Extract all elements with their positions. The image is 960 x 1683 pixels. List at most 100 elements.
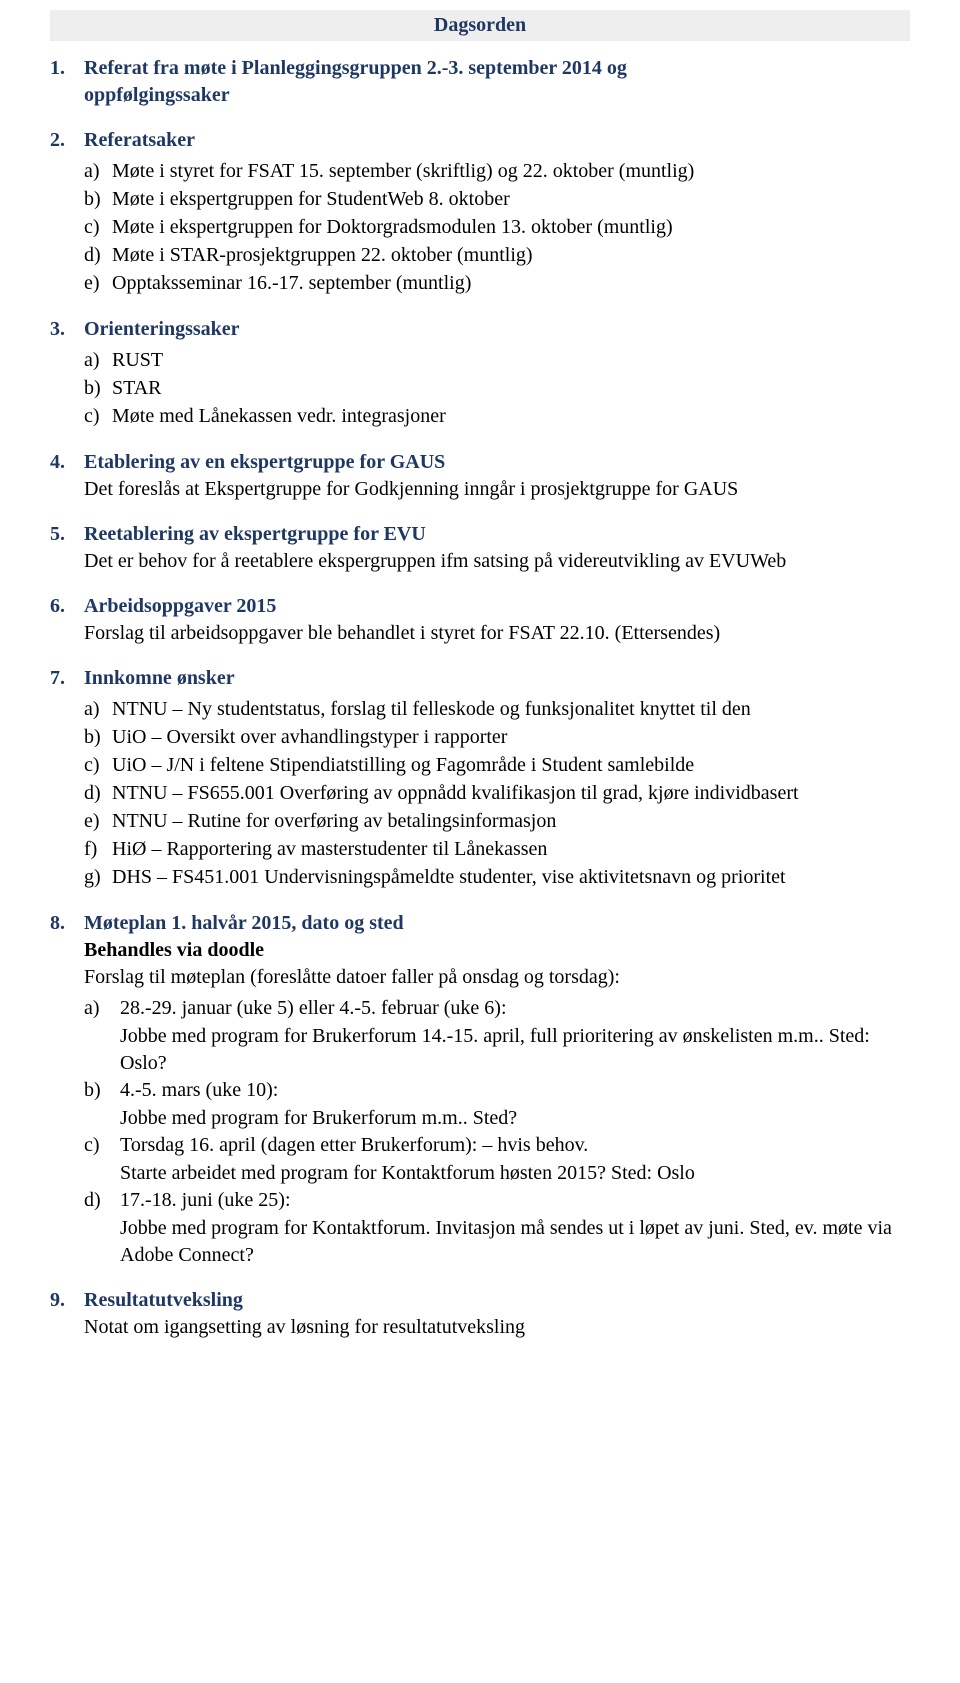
item-label: c): [84, 214, 112, 241]
section-2: 2. Referatsaker a)Møte i styret for FSAT…: [50, 127, 910, 298]
page-title: Dagsorden: [50, 10, 910, 41]
item-first-line: 17.-18. juni (uke 25):: [120, 1187, 910, 1214]
section-number: 4.: [50, 449, 84, 503]
item-first-line: 4.-5. mars (uke 10):: [120, 1077, 910, 1104]
item-text: NTNU – FS655.001 Overføring av oppnådd k…: [112, 780, 910, 807]
document-page: Dagsorden 1. Referat fra møte i Planlegg…: [0, 0, 960, 1381]
list-item: a)28.-29. januar (uke 5) eller 4.-5. feb…: [84, 995, 910, 1077]
section-number: 9.: [50, 1287, 84, 1341]
section-heading-line: Arbeidsoppgaver 2015: [84, 593, 910, 620]
section-subheading: Behandles via doodle: [84, 937, 910, 964]
item-text: NTNU – Rutine for overføring av betaling…: [112, 808, 910, 835]
item-text: Møte i ekspertgruppen for StudentWeb 8. …: [112, 186, 910, 213]
section-text: Notat om igangsetting av løsning for res…: [84, 1314, 910, 1341]
section-body: Etablering av en ekspertgruppe for GAUS …: [84, 449, 910, 503]
sub-list: a)28.-29. januar (uke 5) eller 4.-5. feb…: [84, 995, 910, 1269]
sub-list: a)NTNU – Ny studentstatus, forslag til f…: [84, 696, 910, 891]
section-9: 9. Resultatutveksling Notat om igangsett…: [50, 1287, 910, 1341]
list-item: c)Torsdag 16. april (dagen etter Brukerf…: [84, 1132, 910, 1187]
item-label: a): [84, 158, 112, 185]
section-body: Resultatutveksling Notat om igangsetting…: [84, 1287, 910, 1341]
section-heading: Innkomne ønsker: [84, 665, 910, 692]
item-text: Møte i styret for FSAT 15. september (sk…: [112, 158, 910, 185]
section-5: 5. Reetablering av ekspertgruppe for EVU…: [50, 521, 910, 575]
section-number: 1.: [50, 55, 84, 109]
item-label: d): [84, 242, 112, 269]
section-text: Forslag til arbeidsoppgaver ble behandle…: [84, 620, 910, 647]
item-text: RUST: [112, 347, 910, 374]
item-continuation: Jobbe med program for Brukerforum m.m.. …: [84, 1105, 910, 1132]
item-label: b): [84, 375, 112, 402]
item-label: b): [84, 186, 112, 213]
section-heading: Referatsaker: [84, 127, 910, 154]
section-body: Orienteringssaker a)RUST b)STAR c)Møte m…: [84, 316, 910, 431]
section-number: 2.: [50, 127, 84, 298]
item-label: b): [84, 1077, 120, 1104]
section-4: 4. Etablering av en ekspertgruppe for GA…: [50, 449, 910, 503]
item-label: e): [84, 270, 112, 297]
list-item: b)UiO – Oversikt over avhandlingstyper i…: [84, 724, 910, 751]
item-continuation: Starte arbeidet med program for Kontaktf…: [84, 1160, 910, 1187]
section-body: Innkomne ønsker a)NTNU – Ny studentstatu…: [84, 665, 910, 892]
item-continuation: Jobbe med program for Brukerforum 14.-15…: [84, 1023, 910, 1077]
item-first-line: Torsdag 16. april (dagen etter Brukerfor…: [120, 1132, 910, 1159]
list-item: c)Møte med Lånekassen vedr. integrasjone…: [84, 403, 910, 430]
list-item: b)4.-5. mars (uke 10): Jobbe med program…: [84, 1077, 910, 1132]
list-item: a)NTNU – Ny studentstatus, forslag til f…: [84, 696, 910, 723]
list-item: b)STAR: [84, 375, 910, 402]
section-heading: Møteplan 1. halvår 2015, dato og sted: [84, 910, 910, 937]
section-number: 5.: [50, 521, 84, 575]
section-1: 1. Referat fra møte i Planleggingsgruppe…: [50, 55, 910, 109]
section-text: Det foreslås at Ekspertgruppe for Godkje…: [84, 476, 910, 503]
item-label: c): [84, 1132, 120, 1159]
item-label: c): [84, 752, 112, 779]
section-number: 7.: [50, 665, 84, 892]
section-heading: Arbeidsoppgaver 2015: [84, 595, 276, 617]
item-text: DHS – FS451.001 Undervisningspåmeldte st…: [112, 864, 910, 891]
item-text: HiØ – Rapportering av masterstudenter ti…: [112, 836, 910, 863]
section-body: Møteplan 1. halvår 2015, dato og sted Be…: [84, 910, 910, 1269]
section-heading: Etablering av en ekspertgruppe for GAUS: [84, 451, 445, 473]
item-first-line: 28.-29. januar (uke 5) eller 4.-5. febru…: [120, 995, 910, 1022]
section-text: Det er behov for å reetablere ekspergrup…: [84, 548, 910, 575]
section-heading-cont: oppfølgingssaker: [84, 82, 910, 109]
section-heading: Reetablering av ekspertgruppe for EVU: [84, 523, 426, 545]
list-item: f)HiØ – Rapportering av masterstudenter …: [84, 836, 910, 863]
list-item: e)Opptaksseminar 16.-17. september (munt…: [84, 270, 910, 297]
sub-list: a)Møte i styret for FSAT 15. september (…: [84, 158, 910, 297]
section-heading: Referat fra møte i Planleggingsgruppen 2…: [84, 55, 910, 82]
item-label: d): [84, 780, 112, 807]
item-text: STAR: [112, 375, 910, 402]
section-number: 6.: [50, 593, 84, 647]
section-body: Referatsaker a)Møte i styret for FSAT 15…: [84, 127, 910, 298]
list-item: c)Møte i ekspertgruppen for Doktorgradsm…: [84, 214, 910, 241]
section-body: Arbeidsoppgaver 2015 Forslag til arbeids…: [84, 593, 910, 647]
list-item: a)RUST: [84, 347, 910, 374]
section-number: 8.: [50, 910, 84, 1269]
sub-list: a)RUST b)STAR c)Møte med Lånekassen vedr…: [84, 347, 910, 430]
item-label: e): [84, 808, 112, 835]
list-item: e)NTNU – Rutine for overføring av betali…: [84, 808, 910, 835]
list-item: b)Møte i ekspertgruppen for StudentWeb 8…: [84, 186, 910, 213]
item-label: f): [84, 836, 112, 863]
item-label: c): [84, 403, 112, 430]
list-item: d)Møte i STAR-prosjektgruppen 22. oktobe…: [84, 242, 910, 269]
section-8: 8. Møteplan 1. halvår 2015, dato og sted…: [50, 910, 910, 1269]
item-text: Møte med Lånekassen vedr. integrasjoner: [112, 403, 910, 430]
section-number: 3.: [50, 316, 84, 431]
item-label: b): [84, 724, 112, 751]
item-label: g): [84, 864, 112, 891]
item-text: UiO – J/N i feltene Stipendiatstilling o…: [112, 752, 910, 779]
item-label: a): [84, 696, 112, 723]
item-label: d): [84, 1187, 120, 1214]
section-body: Reetablering av ekspertgruppe for EVU De…: [84, 521, 910, 575]
section-intro: Forslag til møteplan (foreslåtte datoer …: [84, 964, 910, 991]
list-item: g)DHS – FS451.001 Undervisningspåmeldte …: [84, 864, 910, 891]
list-item: c)UiO – J/N i feltene Stipendiatstilling…: [84, 752, 910, 779]
section-heading: Resultatutveksling: [84, 1287, 910, 1314]
item-text: Opptaksseminar 16.-17. september (muntli…: [112, 270, 910, 297]
section-3: 3. Orienteringssaker a)RUST b)STAR c)Møt…: [50, 316, 910, 431]
section-6: 6. Arbeidsoppgaver 2015 Forslag til arbe…: [50, 593, 910, 647]
section-heading-line: Etablering av en ekspertgruppe for GAUS: [84, 449, 910, 476]
item-continuation: Jobbe med program for Kontaktforum. Invi…: [84, 1215, 910, 1269]
